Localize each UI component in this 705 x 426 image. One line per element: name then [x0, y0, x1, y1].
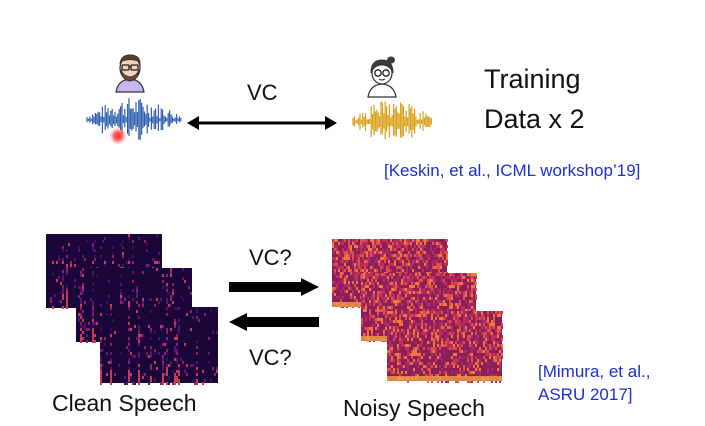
vc-question-bottom: VC? [249, 345, 292, 370]
citation-mimura-line-2: ASRU 2017] [538, 385, 633, 404]
vc-label: VC [247, 80, 278, 105]
clean-speech-label: Clean Speech [52, 390, 197, 416]
citation-keskin: [Keskin, et al., ICML workshop’19] [384, 161, 641, 180]
citation-mimura-line-1: [Mimura, et al., [538, 362, 651, 381]
woman-avatar-icon [367, 56, 397, 98]
right-arrow-icon [229, 278, 319, 296]
left-arrow-icon [229, 313, 319, 331]
male-waveform [86, 98, 182, 140]
double-arrow-icon [187, 116, 337, 130]
training-line-1: Training [484, 64, 581, 94]
recording-indicator [110, 128, 126, 144]
noisy-speech-label: Noisy Speech [343, 395, 485, 421]
man-avatar-icon [115, 54, 145, 93]
female-waveform [352, 101, 433, 140]
training-line-2: Data x 2 [484, 104, 585, 134]
vc-question-top: VC? [249, 245, 292, 270]
noisy-spectrogram-front [387, 311, 503, 383]
clean-spectrogram-front [100, 307, 218, 385]
